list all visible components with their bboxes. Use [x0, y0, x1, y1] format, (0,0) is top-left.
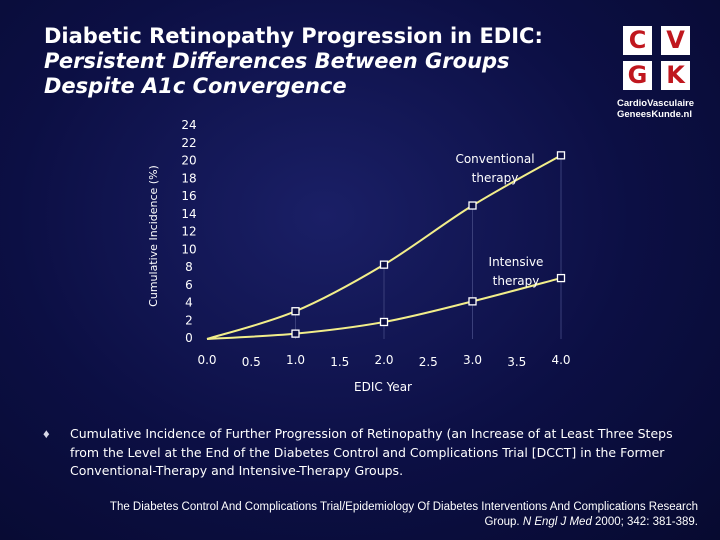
data-point-marker — [556, 151, 566, 160]
y-tick-label: 10 — [181, 242, 196, 256]
logo-letter-v: V — [661, 26, 690, 55]
figure-caption: Cumulative Incidence of Further Progress… — [70, 426, 673, 478]
x-tick-label: 0.5 — [242, 355, 261, 369]
bullet-diamond-icon: ♦ — [43, 426, 50, 441]
x-tick-label: 2.5 — [419, 355, 438, 369]
series-label: Conventional therapy — [455, 152, 534, 185]
data-point-marker — [468, 201, 477, 210]
x-tick-label: 2.0 — [374, 353, 393, 367]
y-tick-label: 2 — [185, 313, 193, 327]
citation-journal: N Engl J Med — [522, 516, 592, 528]
x-tick-label: 0.0 — [197, 353, 216, 367]
title-line-2: Persistent Differences Between Groups — [44, 49, 510, 73]
y-axis-label: Cumulative Incidence (%) — [147, 165, 160, 307]
series-layer: Conventional therapy Intensive therapy — [206, 151, 566, 340]
citation: The Diabetes Control And Complications T… — [58, 500, 698, 530]
data-point-marker — [379, 317, 389, 327]
x-tick-label: 3.0 — [463, 353, 482, 367]
cvgk-logo: C V G K CardioVasculaire GeneesKunde.nl — [617, 23, 697, 120]
series-label: Intensive therapy — [489, 255, 544, 288]
data-point-marker — [556, 273, 566, 283]
data-point-marker — [379, 260, 389, 269]
y-tick-label: 16 — [181, 189, 196, 203]
y-tick-label: 24 — [181, 118, 196, 132]
citation-suffix: 2000; 342: 381-389. — [591, 516, 698, 528]
data-point-marker — [291, 329, 300, 338]
y-tick-label: 18 — [181, 171, 196, 185]
logo-text-line-1: CardioVasculaire — [617, 98, 695, 109]
series-label-line: Conventional — [455, 152, 534, 166]
title-line-3: Despite A1c Convergence — [44, 74, 347, 98]
citation-line-1: The Diabetes Control And Complications T… — [109, 501, 698, 513]
title-line-1: Diabetic Retinopathy Progression in EDIC… — [44, 24, 543, 48]
y-tick-label: 4 — [185, 296, 193, 310]
x-tick-label: 4.0 — [551, 353, 570, 367]
series-label-line: Intensive — [489, 255, 544, 269]
citation-prefix: Group. — [484, 516, 523, 528]
x-tick-label: 3.5 — [507, 355, 526, 369]
data-point-marker — [468, 297, 477, 306]
y-tick-label: 14 — [181, 207, 196, 221]
x-axis-label: EDIC Year — [354, 380, 412, 394]
y-tick-label: 6 — [185, 278, 193, 292]
slide-title: Diabetic Retinopathy Progression in EDIC… — [44, 24, 543, 99]
y-tick-label: 20 — [181, 154, 196, 168]
logo-letter-k: K — [661, 61, 690, 90]
logo-letter-g: G — [623, 61, 652, 90]
series-label-line: therapy — [472, 171, 519, 185]
series-1: Intensive therapy — [206, 255, 566, 340]
series-0: Conventional therapy — [206, 151, 566, 340]
y-tick-label: 0 — [185, 331, 193, 345]
logo-letter-c: C — [623, 26, 652, 55]
data-point-marker — [291, 307, 300, 316]
y-tick-label: 8 — [185, 260, 193, 274]
series-label-line: therapy — [493, 274, 540, 288]
y-tick-label: 22 — [181, 136, 196, 150]
x-axis-ticks: 0.0 0.5 1.0 1.5 2.0 2.5 3.0 3.5 4.0 — [197, 353, 570, 369]
x-tick-label: 1.0 — [286, 353, 305, 367]
y-tick-label: 12 — [181, 225, 196, 239]
logo-text-line-2: GeneesKunde.nl — [617, 109, 692, 120]
x-tick-label: 1.5 — [330, 355, 349, 369]
